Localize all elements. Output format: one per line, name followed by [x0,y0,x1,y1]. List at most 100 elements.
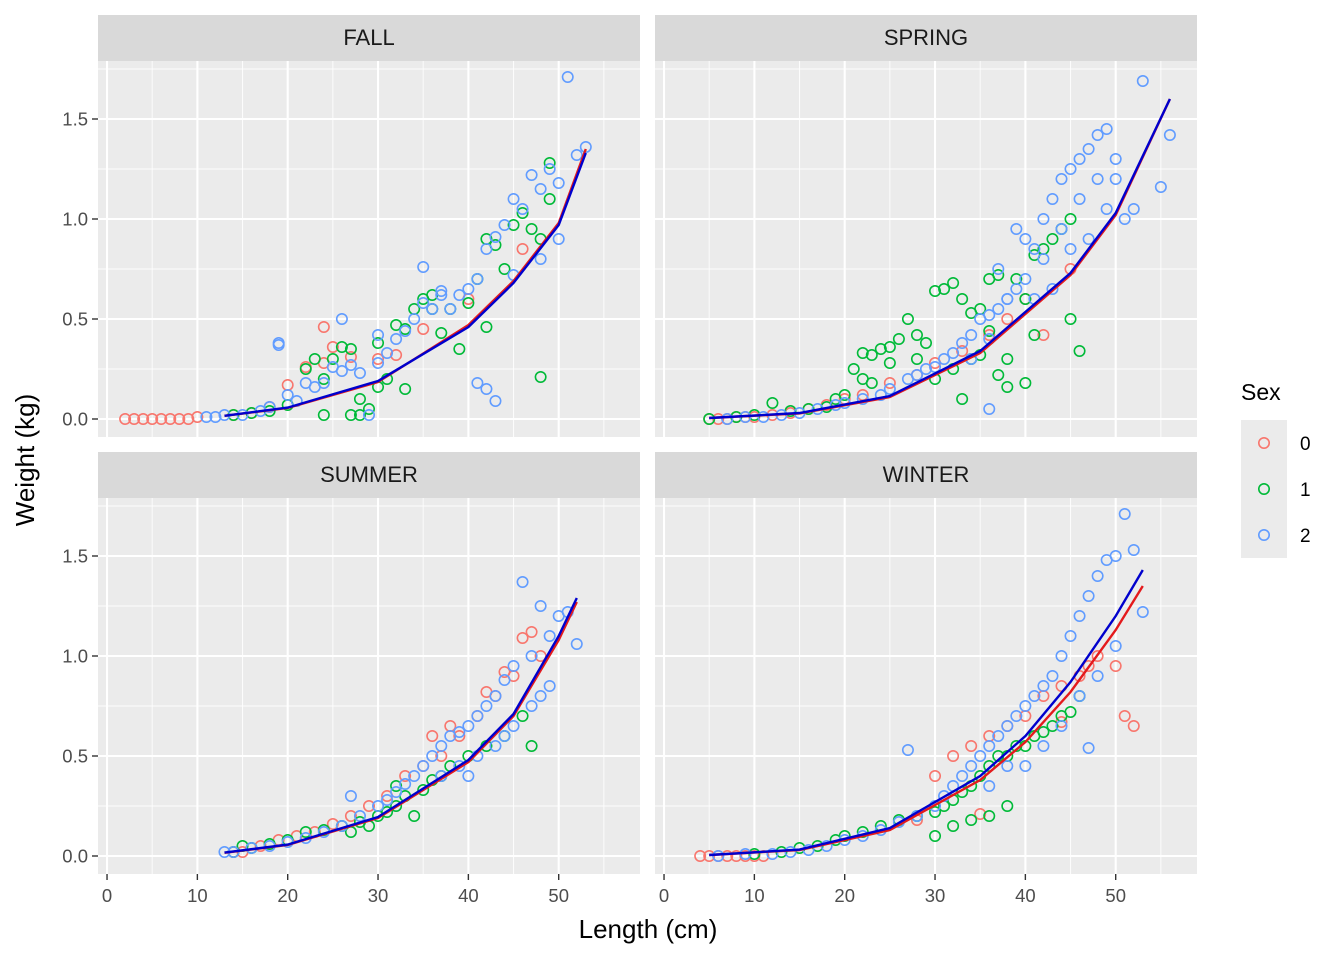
data-point-sex-2 [408,769,421,782]
data-point-sex-2 [1064,243,1077,256]
facet-panel-spring: SPRING [655,15,1197,437]
legend-item-2: 2 [1241,512,1311,558]
data-point-sex-1 [929,805,942,818]
data-point-sex-2 [453,759,466,772]
data-point-sex-0 [1037,328,1050,341]
data-point-sex-2 [426,749,439,762]
data-point-sex-1 [1001,380,1014,393]
x-tick-label: 0 [102,885,112,906]
data-point-sex-2 [983,308,996,321]
x-axis-title: Length (cm) [579,914,718,944]
data-point-sex-2 [570,149,583,162]
x-tick-label: 30 [925,885,946,906]
data-point-sex-2 [1001,719,1014,732]
data-point-sex-2 [507,193,520,206]
data-point-sex-2 [525,699,538,712]
data-point-sex-1 [1001,352,1014,365]
data-point-sex-2 [317,376,330,389]
data-point-sex-2 [534,689,547,702]
data-point-sex-2 [1055,649,1068,662]
data-point-sex-0 [516,631,529,644]
data-point-sex-0 [974,807,987,820]
data-point-sex-1 [1046,233,1059,246]
data-point-sex-0 [703,849,716,862]
data-point-sex-0 [983,328,996,341]
data-point-sex-1 [1064,312,1077,325]
x-tick-label: 30 [368,885,389,906]
data-point-sex-1 [965,813,978,826]
data-point-sex-2 [561,71,574,84]
data-point-sex-2 [281,388,294,401]
data-point-sex-2 [489,231,502,244]
x-tick-label: 0 [659,885,669,906]
data-point-sex-2 [534,253,547,266]
axes: 0.0 0.5 1.0 1.5 0.0 0.5 1.0 1.5 0 10 20 30 40 50 0 10 20… [62,109,1126,907]
data-point-sex-2 [525,169,538,182]
data-point-sex-2 [417,759,430,772]
data-point-sex-2 [1163,129,1176,142]
data-point-sex-2 [1118,507,1131,520]
data-point-sex-2 [426,302,439,315]
data-point-sex-1 [462,296,475,309]
data-point-sex-2 [1091,173,1104,186]
data-point-sex-0 [173,412,186,425]
data-point-sex-1 [956,392,969,405]
data-point-sex-0 [344,809,357,822]
data-point-sex-2 [489,689,502,702]
data-point-sex-2 [534,183,547,196]
facet-strip [655,452,1197,498]
y-tick-label: 1.0 [62,209,88,230]
data-point-sex-2 [399,324,412,337]
data-point-sex-1 [1064,213,1077,226]
data-point-sex-2 [1064,163,1077,176]
legend-key-symbol [1258,482,1271,495]
facet-strip-label: FALL [343,25,394,50]
data-point-sex-2 [1109,173,1122,186]
data-point-sex-2 [1019,272,1032,285]
data-point-sex-2 [1118,213,1131,226]
data-point-sex-2 [372,328,385,341]
data-point-sex-1 [525,223,538,236]
data-point-sex-2 [883,382,896,395]
data-point-sex-0 [155,412,168,425]
data-point-sex-2 [992,729,1005,742]
data-point-sex-2 [390,785,403,798]
data-point-sex-2 [766,847,779,860]
data-point-sex-2 [1082,143,1095,156]
data-point-sex-2 [757,410,770,423]
legend-key-symbol [1258,528,1271,541]
data-point-sex-0 [947,749,960,762]
data-point-sex-0 [1127,719,1140,732]
data-point-sex-2 [372,356,385,369]
data-point-sex-2 [263,400,276,413]
data-point-sex-2 [1091,129,1104,142]
data-point-sex-2 [1127,203,1140,216]
legend-key-background [1241,420,1287,466]
legend-key-background [1241,466,1287,512]
data-point-sex-0 [929,769,942,782]
data-point-sex-0 [965,739,978,752]
data-point-sex-2 [353,809,366,822]
data-point-sex-0 [362,799,375,812]
data-point-sex-1 [929,284,942,297]
data-point-sex-2 [1055,173,1068,186]
facet-panel-winter: WINTER [655,452,1197,874]
fit-curve-2 [709,98,1171,420]
x-tick-label: 50 [548,885,569,906]
data-point-sex-2 [1082,589,1095,602]
data-point-sex-2 [1064,629,1077,642]
data-point-sex-0 [694,849,707,862]
data-point-sex-1 [910,328,923,341]
data-point-sex-1 [507,219,520,232]
legend: Sex 0 1 2 [1241,379,1311,558]
data-point-sex-2 [498,729,511,742]
data-point-sex-0 [344,350,357,363]
y-tick-label: 1.5 [62,109,88,130]
legend-keys: 0 1 2 [1241,420,1311,558]
data-point-sex-2 [543,163,556,176]
data-point-sex-1 [480,320,493,333]
data-point-sex-0 [191,410,204,423]
data-point-sex-2 [1100,123,1113,136]
data-point-sex-1 [344,342,357,355]
facet-panels: FALL SPRING SUMMER WINTER [98,15,1197,874]
